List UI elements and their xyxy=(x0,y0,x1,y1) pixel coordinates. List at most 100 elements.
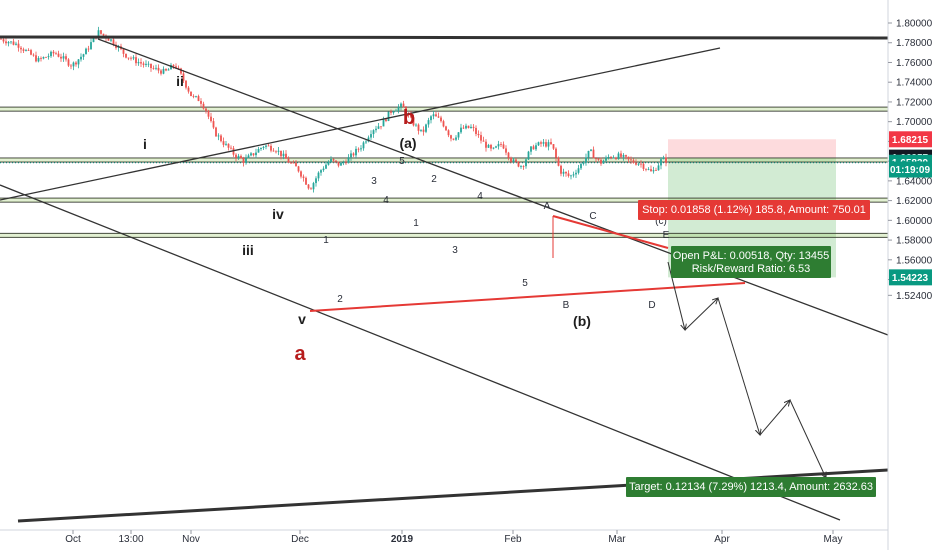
candle-body xyxy=(165,68,167,71)
candle-body xyxy=(550,142,552,145)
y-tick-label: 1.56000 xyxy=(896,255,932,266)
level-band xyxy=(0,107,888,112)
candle-body xyxy=(0,38,2,40)
candle-body xyxy=(572,174,575,176)
candle-body xyxy=(400,103,402,107)
x-tick-label: May xyxy=(824,534,843,545)
candle-body xyxy=(565,171,567,174)
candle-body xyxy=(227,143,230,148)
candle-body xyxy=(495,146,497,148)
candle-body xyxy=(590,149,592,151)
candle-body xyxy=(627,156,630,160)
candle-body xyxy=(570,175,572,177)
candle-body xyxy=(537,142,540,146)
candle-body xyxy=(85,48,87,55)
candle-body xyxy=(182,73,185,81)
price-tag-bg xyxy=(889,131,932,148)
stop-label: Stop: 0.01858 (1.12%) 185.8, Amount: 750… xyxy=(638,200,870,220)
candle-body xyxy=(240,155,242,159)
candle-body xyxy=(25,50,27,51)
candle-body xyxy=(417,124,420,131)
price-tag-bg xyxy=(889,161,932,178)
candle-body xyxy=(520,166,522,167)
wave-label: iv xyxy=(272,206,284,222)
wave-label: E xyxy=(663,230,670,241)
candle-body xyxy=(122,49,125,54)
candle-body xyxy=(592,149,595,159)
triangle-lower-line xyxy=(309,282,746,312)
candle-body xyxy=(215,127,217,137)
candle-body xyxy=(137,62,140,64)
candle-body xyxy=(287,158,290,163)
wave-label: 3 xyxy=(452,245,458,256)
candle-body xyxy=(390,111,392,113)
target-label: Target: 0.12134 (7.29%) 1213.4, Amount: … xyxy=(626,477,876,497)
candle-body xyxy=(155,67,157,69)
candle-body xyxy=(397,106,400,111)
candle-body xyxy=(217,135,220,137)
candle-body xyxy=(655,170,657,171)
price-tag: 01:19:09 xyxy=(889,161,932,178)
wave-label: 4 xyxy=(383,195,389,206)
candle-body xyxy=(302,176,305,178)
x-tick-label: Mar xyxy=(608,534,626,545)
candle-body xyxy=(640,163,642,165)
candle-body xyxy=(410,114,412,118)
candle-body xyxy=(580,163,582,169)
candle-body xyxy=(605,157,607,161)
candle-body xyxy=(177,67,180,69)
forecast-arrow xyxy=(789,399,826,478)
candle-body xyxy=(202,103,205,109)
candle-body xyxy=(70,65,72,67)
price-tag-label: 01:19:09 xyxy=(890,165,930,176)
candle-body xyxy=(575,172,577,175)
y-tick-label: 1.60000 xyxy=(896,216,932,227)
x-tick-label: Dec xyxy=(291,534,309,545)
open-pnl-label-bg xyxy=(671,246,831,278)
candle-body xyxy=(222,141,225,145)
candle-body xyxy=(382,119,385,127)
candle-body xyxy=(530,146,532,152)
candle-body xyxy=(255,152,257,156)
candle-body xyxy=(252,153,255,156)
candle-body xyxy=(480,135,482,141)
candle-body xyxy=(242,158,245,163)
wave-label: 3 xyxy=(371,176,377,187)
candle-body xyxy=(355,148,357,156)
candle-body xyxy=(350,153,352,158)
candle-body xyxy=(435,114,437,117)
candle-body xyxy=(552,144,555,149)
candle-body xyxy=(320,170,322,173)
candle-body xyxy=(502,144,505,149)
candle-body xyxy=(560,165,562,174)
candle-body xyxy=(175,66,177,68)
candle-body xyxy=(265,145,267,147)
candle-body xyxy=(212,121,215,128)
wave-label: 5 xyxy=(399,156,405,167)
candle-body xyxy=(205,108,207,111)
candle-body xyxy=(130,57,132,59)
candle-body xyxy=(247,155,250,159)
candle-body xyxy=(132,57,135,59)
candle-body xyxy=(77,59,80,65)
candle-body xyxy=(372,130,375,135)
candle-body xyxy=(195,96,197,97)
candle-body xyxy=(7,42,10,44)
y-tick-label: 1.78000 xyxy=(896,38,932,49)
candle-body xyxy=(310,188,312,190)
stop-label-text: Stop: 0.01858 (1.12%) 185.8, Amount: 750… xyxy=(642,204,866,216)
y-tick-label: 1.58000 xyxy=(896,236,932,247)
candle-body xyxy=(615,157,617,160)
candle-body xyxy=(197,96,200,102)
candle-body xyxy=(12,41,15,45)
y-tick-label: 1.74000 xyxy=(896,78,932,89)
candle-body xyxy=(82,54,85,57)
candle-body xyxy=(647,169,650,170)
wave-label: ii xyxy=(176,73,184,89)
candle-body xyxy=(235,154,237,158)
y-tick-label: 1.80000 xyxy=(896,19,932,30)
candle-body xyxy=(427,120,430,125)
candle-body xyxy=(660,159,662,166)
candle-body xyxy=(630,159,632,161)
